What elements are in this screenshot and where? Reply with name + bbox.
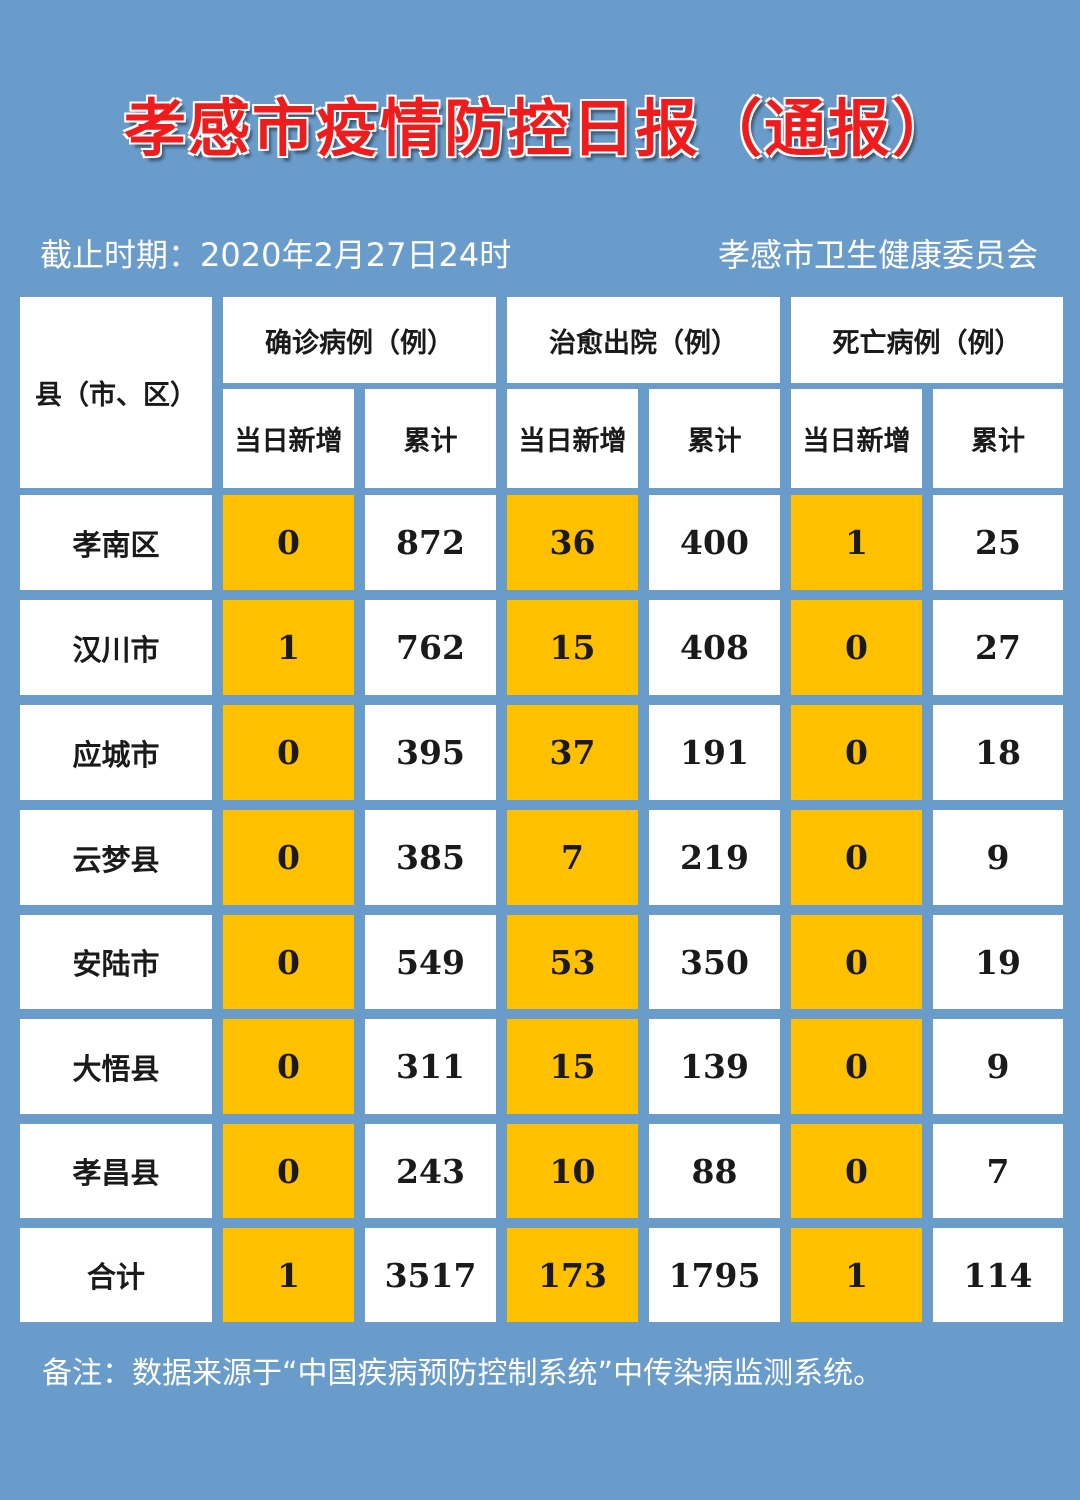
table-cell: 0	[223, 915, 354, 1009]
sub-header: 累计	[365, 389, 496, 488]
issuer-name: 孝感市卫生健康委员会	[717, 236, 1038, 274]
group-header: 治愈出院（例）	[507, 297, 780, 383]
table-cell: 114	[933, 1228, 1063, 1322]
table-cell: 0	[791, 915, 922, 1009]
table-cell: 18	[933, 705, 1063, 800]
table-cell: 7	[507, 810, 638, 905]
group-header: 确诊病例（例）	[223, 297, 496, 383]
table-cell: 173	[507, 1228, 638, 1322]
report-table: 县（市、区） 确诊病例（例） 治愈出院（例） 死亡病例（例） 当日新增 累计 当日新增 累计当…	[20, 297, 1065, 1324]
table-cell: 0	[223, 1124, 354, 1218]
table-cell: 9	[933, 810, 1063, 905]
table-cell: 191	[649, 705, 780, 800]
sub-header: 当日新增	[507, 389, 638, 488]
sub-header: 累计	[933, 389, 1063, 488]
report-date: 截止时期：2020年2月27日24时	[40, 236, 512, 274]
region-name: 安陆市	[20, 915, 212, 1009]
table-cell: 15	[507, 600, 638, 695]
table-cell: 1	[791, 1228, 922, 1322]
table-cell: 762	[365, 600, 496, 695]
table-cell: 1	[223, 600, 354, 695]
table-cell: 385	[365, 810, 496, 905]
table-cell: 219	[649, 810, 780, 905]
table-cell: 3517	[365, 1228, 496, 1322]
page-title: 孝感市疫情防控日报（通报）	[123, 92, 956, 165]
table-cell: 395	[365, 705, 496, 800]
group-header: 死亡病例（例）	[791, 297, 1063, 383]
table-cell: 0	[223, 495, 354, 590]
total-label: 合计	[20, 1228, 212, 1322]
table-cell: 139	[649, 1019, 780, 1114]
table-cell: 36	[507, 495, 638, 590]
table-cell: 408	[649, 600, 780, 695]
table-cell: 1	[223, 1228, 354, 1322]
region-name: 大悟县	[20, 1019, 212, 1114]
table-cell: 88	[649, 1124, 780, 1218]
region-name: 孝南区	[20, 495, 212, 590]
region-header: 县（市、区）	[20, 297, 212, 488]
table-cell: 0	[791, 1124, 922, 1218]
table-cell: 0	[223, 1019, 354, 1114]
region-name: 应城市	[20, 705, 212, 800]
table-cell: 53	[507, 915, 638, 1009]
region-name: 孝昌县	[20, 1124, 212, 1218]
table-cell: 1795	[649, 1228, 780, 1322]
table-cell: 7	[933, 1124, 1063, 1218]
table-cell: 9	[933, 1019, 1063, 1114]
table-cell: 0	[791, 1019, 922, 1114]
table-cell: 15	[507, 1019, 638, 1114]
table-cell: 25	[933, 495, 1063, 590]
sub-header: 当日新增	[223, 389, 354, 488]
table-cell: 19	[933, 915, 1063, 1009]
table-cell: 311	[365, 1019, 496, 1114]
table-cell: 350	[649, 915, 780, 1009]
table-cell: 549	[365, 915, 496, 1009]
footnote: 备注：数据来源于“中国疾病预防控制系统”中传染病监测系统。	[42, 1356, 884, 1391]
table-cell: 0	[223, 705, 354, 800]
table-cell: 400	[649, 495, 780, 590]
table-cell: 1	[791, 495, 922, 590]
table-cell: 37	[507, 705, 638, 800]
table-cell: 0	[223, 810, 354, 905]
table-cell: 243	[365, 1124, 496, 1218]
sub-header: 累计	[649, 389, 780, 488]
sub-header: 当日新增	[791, 389, 922, 488]
table-cell: 0	[791, 600, 922, 695]
table-cell: 0	[791, 810, 922, 905]
table-cell: 872	[365, 495, 496, 590]
region-name: 云梦县	[20, 810, 212, 905]
table-cell: 27	[933, 600, 1063, 695]
table-cell: 0	[791, 705, 922, 800]
table-cell: 10	[507, 1124, 638, 1218]
region-name: 汉川市	[20, 600, 212, 695]
